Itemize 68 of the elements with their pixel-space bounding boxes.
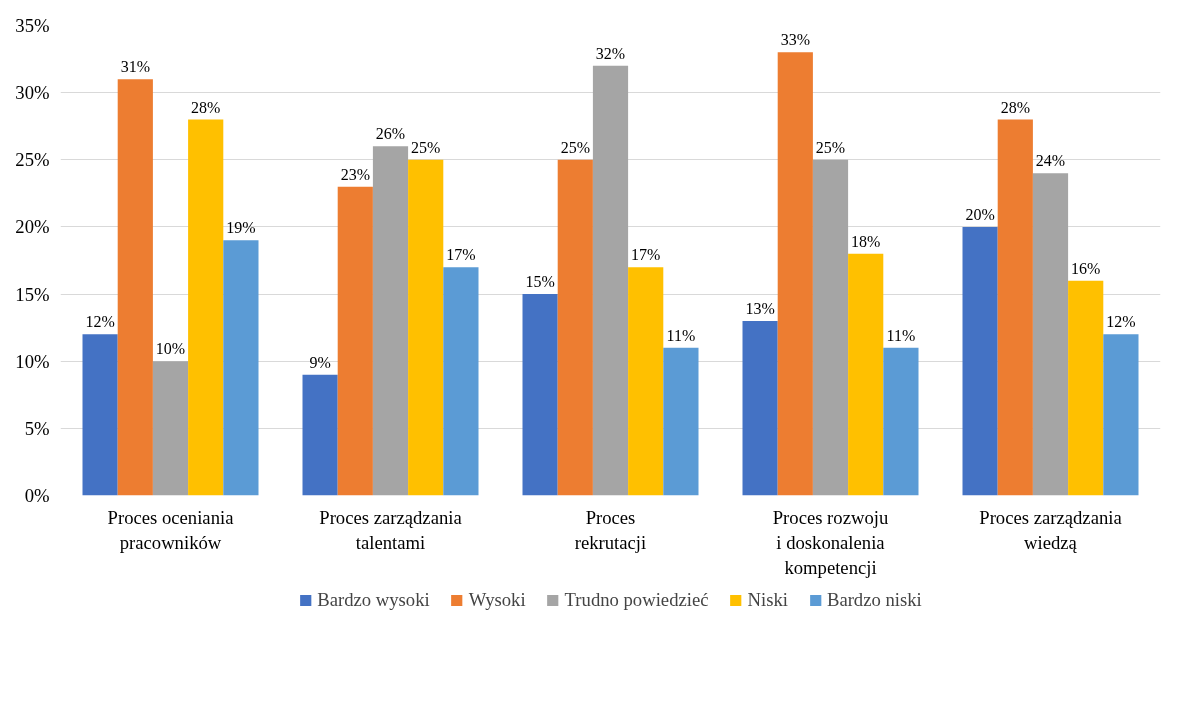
legend-label: Trudno powiedzieć — [564, 589, 709, 611]
x-tick-label: Proces zarządzania talentami — [319, 506, 463, 553]
bar — [117, 79, 153, 496]
y-tick-label: 15% — [15, 283, 50, 305]
bar — [628, 267, 664, 496]
bar — [663, 347, 699, 496]
bar — [997, 119, 1033, 496]
x-tick-label: Proces rozwoju i doskonalenia kompetencji — [772, 506, 889, 578]
bar — [152, 361, 189, 496]
data-label: 28% — [1000, 98, 1030, 116]
x-tick-label: Proces rekrutacji — [574, 506, 647, 553]
bar — [1068, 280, 1104, 496]
data-label: 32% — [595, 44, 626, 62]
legend-label: Niski — [747, 589, 788, 611]
bar — [188, 119, 224, 496]
legend-label: Wysoki — [468, 589, 526, 611]
bar — [848, 253, 884, 496]
data-label: 33% — [780, 31, 810, 49]
y-tick-label: 5% — [24, 417, 50, 439]
x-tick-label: Proces oceniania pracowników — [107, 506, 235, 553]
data-label: 12% — [1106, 313, 1136, 331]
bar — [223, 240, 259, 496]
bar — [777, 52, 813, 496]
bar — [82, 334, 118, 496]
data-label: 10% — [155, 340, 186, 358]
y-tick-label: 10% — [15, 350, 50, 372]
bar — [742, 320, 778, 496]
data-label: 12% — [85, 313, 115, 331]
data-label: 28% — [191, 98, 221, 116]
legend-label: Bardzo wysoki — [317, 589, 430, 611]
legend-label: Bardzo niski — [826, 589, 922, 611]
data-label: 13% — [745, 299, 775, 317]
data-label: 23% — [340, 165, 370, 183]
data-label: 18% — [851, 232, 881, 250]
data-label: 17% — [631, 246, 661, 264]
data-label: 20% — [965, 205, 995, 223]
y-tick-label: 25% — [15, 149, 50, 171]
data-label: 24% — [1035, 152, 1066, 170]
data-label: 11% — [886, 326, 916, 344]
data-label: 15% — [525, 273, 555, 291]
bar — [337, 186, 373, 496]
bar — [883, 347, 919, 496]
y-tick-label: 35% — [15, 15, 50, 36]
data-label: 16% — [1071, 259, 1101, 277]
bar — [408, 159, 444, 496]
x-tick-label: Proces zarządzania wiedzą — [979, 506, 1123, 553]
data-label: 9% — [309, 353, 331, 371]
bar — [522, 294, 558, 496]
bar — [1103, 334, 1139, 496]
data-label: 25% — [411, 138, 441, 156]
bar — [443, 267, 479, 496]
y-tick-label: 30% — [15, 82, 50, 104]
bar — [812, 159, 849, 496]
y-tick-label: 0% — [24, 485, 50, 506]
bar — [962, 226, 998, 496]
data-label: 25% — [560, 138, 590, 156]
bar — [1032, 173, 1069, 496]
bar — [372, 146, 409, 496]
data-label: 26% — [375, 125, 406, 143]
y-tick-label: 20% — [15, 216, 50, 238]
data-label: 19% — [226, 219, 256, 237]
data-label: 31% — [120, 58, 150, 76]
bar — [302, 374, 338, 496]
data-label: 17% — [446, 246, 476, 264]
bar — [592, 65, 629, 496]
data-label: 25% — [815, 138, 846, 156]
bar — [557, 159, 593, 496]
data-label: 11% — [666, 326, 696, 344]
